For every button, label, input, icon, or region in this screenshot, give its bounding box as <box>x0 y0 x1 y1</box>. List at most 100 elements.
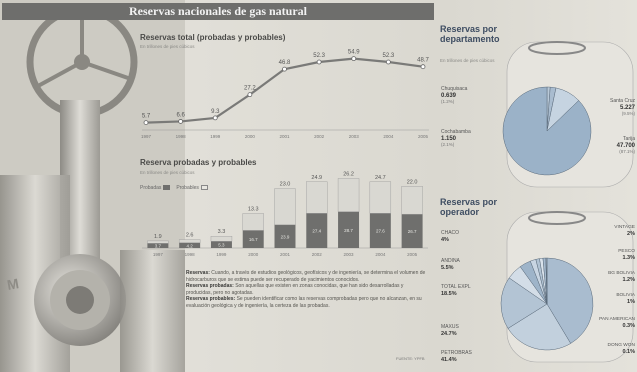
bar-probadas <box>179 242 201 248</box>
op-share-label: 24.7% <box>441 331 457 337</box>
op-share-label: 1.3% <box>622 255 635 261</box>
bar-probables <box>274 188 296 226</box>
line-x-tick: 2001 <box>279 134 290 139</box>
op-name-label: PAN AMERICAN <box>599 316 635 322</box>
op-name-label: DONG WON <box>608 342 636 348</box>
line-x-tick: 2003 <box>349 134 360 139</box>
dept-share-label: (9.5%) <box>622 111 636 116</box>
op-name-label: MAXUS <box>441 324 459 330</box>
split-reserves-bar-chart: 1.9 3.7 1997 2.6 4.2 1998 3.3 5.3 1999 13.3 16.7 20… <box>142 171 428 257</box>
split-chart-title: Reserva probadas y probables <box>140 158 257 167</box>
bar-probables <box>369 181 392 214</box>
legend-probadas: Probadas <box>140 185 171 191</box>
dept-value-label: 0.639 <box>441 93 457 99</box>
line-point <box>143 120 149 125</box>
valve-wheel-icon <box>528 41 586 55</box>
bar-inner-label: 28.7 <box>344 228 353 233</box>
op-share-label: 1% <box>627 299 635 305</box>
bar-legend: Probadas Probables <box>140 185 208 191</box>
departamento-unit: En trillones de pies cúbicos <box>440 58 495 63</box>
legend-probadas-swatch <box>163 185 171 191</box>
bar-top-label: 13.3 <box>248 207 259 213</box>
bar-top-label: 23.0 <box>280 182 291 188</box>
bar-inner-label: 27.4 <box>312 229 321 234</box>
pipe-flange-icon <box>34 254 126 346</box>
line-x-tick: 2002 <box>314 134 325 139</box>
op-name-label: BG BOLIVIA <box>608 270 636 276</box>
pipe-illustration: M <box>0 0 185 372</box>
bar-inner-label: 4.2 <box>187 243 194 248</box>
op-share-label: 0.3% <box>622 323 635 329</box>
bar-x-tick: 2003 <box>344 252 355 257</box>
definition-reservas: Reservas: Cuando, a través de estudios g… <box>186 270 430 283</box>
dept-pie-slice <box>502 86 592 176</box>
departamento-title: Reservas por departamento <box>440 24 500 44</box>
line-point-label: 9.3 <box>211 109 220 115</box>
bar-probables <box>210 236 233 242</box>
total-reserves-line-chart: 5.7 1997 6.6 1998 9.3 1999 27.2 2000 46.8 2001 52.… <box>141 50 430 139</box>
line-point-label: 5.7 <box>142 114 151 120</box>
departamento-title-line2: departamento <box>440 34 500 44</box>
bar-probables <box>147 240 169 244</box>
bar-inner-label: 5.3 <box>218 243 225 248</box>
line-point <box>351 56 357 62</box>
op-share-label: 5.5% <box>441 265 454 271</box>
op-name-label: BOLIVIA <box>616 292 635 298</box>
operador-title: Reservas por operador <box>440 197 497 217</box>
bar-top-label: 3.3 <box>218 229 226 235</box>
line-point-label: 54.9 <box>348 50 360 56</box>
line-point <box>247 92 253 98</box>
op-name-label: PETROBRAS <box>441 350 473 356</box>
op-name-label: PESCO <box>618 248 635 254</box>
legend-probables-swatch <box>200 185 208 191</box>
op-share-label: 2% <box>627 231 635 237</box>
op-pie-slice <box>507 303 572 351</box>
bar-probables <box>178 239 201 243</box>
bar-top-label: 24.7 <box>375 175 386 181</box>
dept-name-label: Tarija <box>623 136 635 142</box>
page-title: Reservas nacionales de gas natural <box>2 3 434 20</box>
total-chart-unit: En trillones de pies cúbicos <box>140 44 195 49</box>
bar-inner-label: 3.7 <box>155 244 162 249</box>
bar-x-tick: 1997 <box>153 252 164 257</box>
definition-probables: Reservas probables: Se pueden identifica… <box>186 296 430 309</box>
operador-title-line2: operador <box>440 207 480 217</box>
bar-x-tick: 2002 <box>312 252 323 257</box>
line-x-tick: 1997 <box>141 134 152 139</box>
bar-top-label: 26.2 <box>343 171 354 177</box>
dept-name-label: Chuquisaca <box>441 86 468 92</box>
definition-probables-text: Se pueden identificar como las reservas … <box>186 296 422 309</box>
line-point <box>420 64 426 70</box>
source-note: FUENTE: YPFB <box>396 356 425 361</box>
line-x-tick: 2005 <box>418 134 429 139</box>
definition-probadas-label: Reservas probadas: <box>186 283 234 290</box>
bar-x-tick: 2005 <box>407 252 418 257</box>
bar-x-tick: 2000 <box>248 252 259 257</box>
line-point-label: 46.8 <box>279 60 291 66</box>
bar-probadas <box>274 224 296 248</box>
line-point-label: 27.2 <box>244 86 256 92</box>
line-point-label: 52.3 <box>313 53 325 59</box>
bar-x-tick: 1998 <box>185 252 196 257</box>
bar-probadas <box>242 230 264 248</box>
op-share-label: 41.4% <box>441 357 457 363</box>
dept-share-label: (2.1%) <box>441 142 455 147</box>
line-x-tick: 1998 <box>176 134 187 139</box>
valve-wheel-icon <box>528 211 586 225</box>
op-share-label: 4% <box>441 237 449 243</box>
line-point <box>282 66 287 72</box>
svg-text:M: M <box>6 275 20 293</box>
dept-value-label: 5.227 <box>620 105 636 111</box>
op-name-label: ANDINA <box>441 258 461 264</box>
line-point-label: 6.6 <box>176 112 185 118</box>
split-chart-unit: En trillones de pies cúbicos <box>140 170 195 175</box>
bar-inner-label: 23.9 <box>281 234 290 239</box>
line-point <box>385 59 391 65</box>
dept-share-label: (87.1%) <box>619 149 635 154</box>
line-x-tick: 1999 <box>210 134 221 139</box>
bar-probadas <box>306 213 328 248</box>
bar-probadas <box>369 213 391 248</box>
departamento-title-line1: Reservas por <box>440 24 498 34</box>
